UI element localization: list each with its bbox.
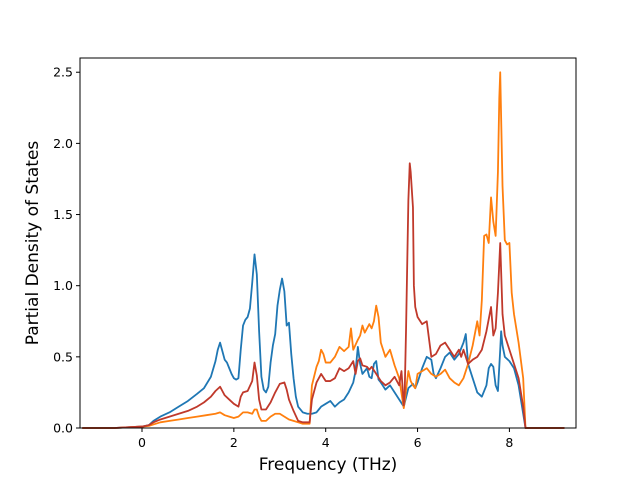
y-axis: 0.0 0.5 1.0 1.5 2.0 2.5 [53, 65, 80, 436]
x-tick-label: 6 [414, 435, 422, 450]
y-tick-label: 2.0 [53, 136, 73, 151]
y-tick-label: 0.0 [53, 421, 73, 436]
x-axis: 0 2 4 6 8 [138, 428, 513, 450]
y-tick-label: 1.0 [53, 278, 73, 293]
series-line-3 [82, 162, 565, 429]
x-axis-label: Frequency (THz) [259, 455, 398, 475]
x-tick-label: 0 [138, 435, 146, 450]
y-tick-label: 2.5 [53, 65, 73, 80]
plot-frame [79, 57, 577, 429]
y-axis-label: Partial Density of States [23, 141, 43, 346]
x-tick-label: 2 [230, 435, 238, 450]
series-line-1 [82, 253, 565, 429]
series-line-2 [82, 71, 565, 429]
series-layer [82, 71, 565, 429]
y-tick-label: 1.5 [53, 207, 73, 222]
x-tick-label: 8 [505, 435, 513, 450]
y-tick-label: 0.5 [53, 349, 73, 364]
x-tick-label: 4 [322, 435, 330, 450]
